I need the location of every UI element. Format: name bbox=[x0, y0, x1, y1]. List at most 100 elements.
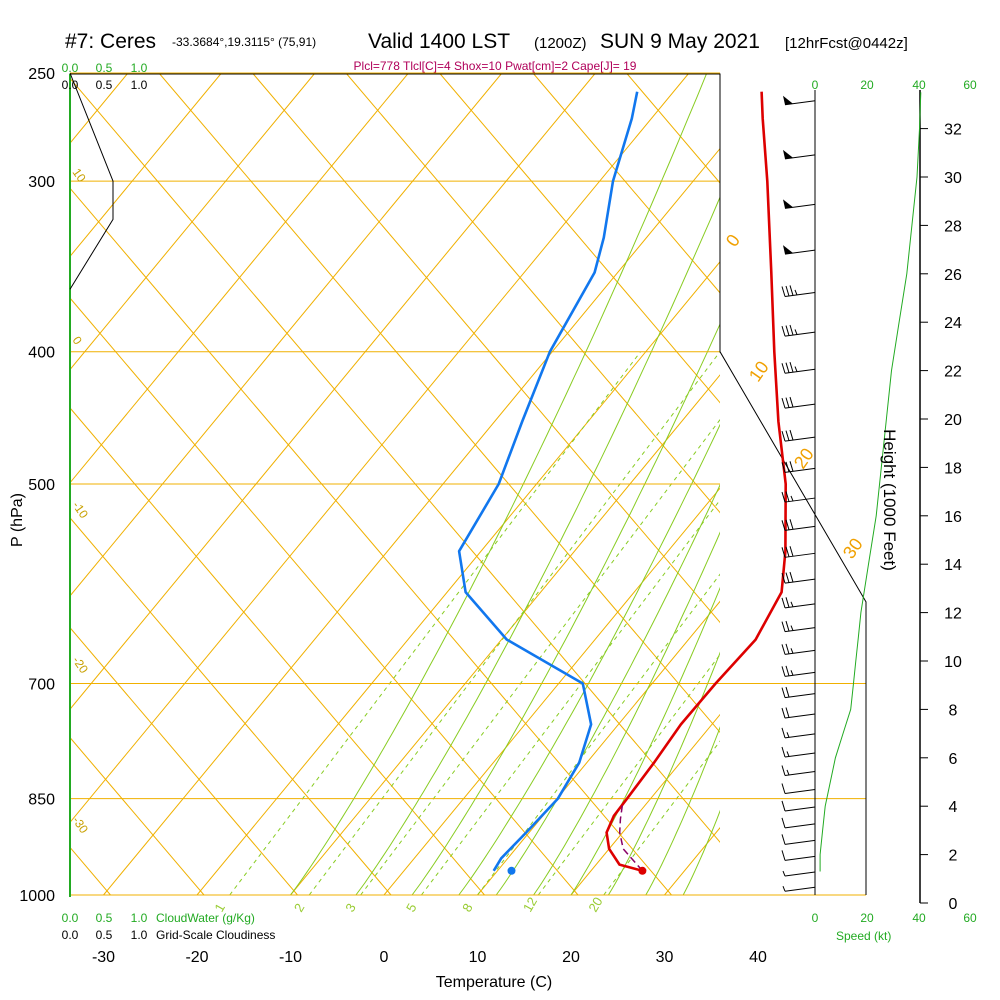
moist-adiabat bbox=[570, 586, 720, 896]
wind-barbs bbox=[781, 95, 816, 892]
barb-staff bbox=[784, 368, 816, 374]
isotherm-label: 10 bbox=[745, 357, 773, 385]
barb-flag bbox=[789, 324, 794, 336]
barb-flag bbox=[781, 286, 786, 297]
barb-flag bbox=[781, 834, 786, 845]
barb-pennant bbox=[783, 95, 793, 105]
station-title: #7: Ceres bbox=[65, 30, 156, 53]
speed-tick-label-bottom: 40 bbox=[912, 911, 926, 925]
barb-staff bbox=[784, 292, 816, 297]
adiabat-line bbox=[70, 736, 205, 896]
barb-flag bbox=[789, 571, 794, 583]
wind-barb bbox=[783, 245, 816, 255]
pressure-tick-label: 300 bbox=[28, 174, 55, 191]
mixing-ratio-line bbox=[360, 418, 720, 896]
isotherm-line bbox=[383, 487, 720, 896]
speed-tick-label-top: 0 bbox=[812, 78, 819, 92]
barb-half-flag bbox=[790, 625, 794, 631]
dry-adiabat-label: -10 bbox=[70, 499, 92, 522]
temperature-tick-label: 20 bbox=[562, 949, 580, 966]
pressure-axis-title: P (hPa) bbox=[9, 493, 26, 547]
adiabat-line bbox=[908, 74, 1000, 895]
barb-flag bbox=[785, 397, 790, 408]
height-tick-label: 28 bbox=[944, 218, 962, 235]
cloudiness-tick-bottom: 0.5 bbox=[96, 928, 113, 942]
height-tick-label: 6 bbox=[949, 751, 958, 768]
moist-adiabat bbox=[607, 651, 720, 896]
barb-flag bbox=[781, 783, 786, 794]
wind-barb bbox=[781, 429, 816, 442]
wind-barb bbox=[781, 396, 816, 409]
barb-flag bbox=[789, 396, 794, 408]
wind-barb bbox=[781, 850, 816, 861]
barb-flag bbox=[781, 430, 786, 442]
wind-barb bbox=[781, 783, 816, 794]
barb-flag bbox=[785, 285, 790, 297]
barb-flag bbox=[781, 850, 786, 861]
barb-staff bbox=[784, 403, 816, 409]
station-coords: -33.3684°,19.3115° (75,91) bbox=[172, 35, 316, 49]
barb-flag bbox=[781, 707, 786, 719]
barb-flag bbox=[785, 519, 790, 530]
height-tick-label: 16 bbox=[944, 509, 962, 526]
speed-tick-label-bottom: 60 bbox=[963, 911, 977, 925]
cloudiness-tick-bottom: 0.0 bbox=[62, 928, 79, 942]
wind-barb bbox=[781, 727, 816, 739]
barb-staff bbox=[784, 578, 816, 584]
barb-staff bbox=[784, 603, 816, 609]
barb-half-flag bbox=[794, 329, 798, 335]
moist-adiabat bbox=[290, 74, 707, 896]
adiabat-line bbox=[70, 626, 298, 896]
speed-tick-label-bottom: 0 bbox=[812, 911, 819, 925]
wind-barb bbox=[781, 597, 816, 609]
barb-flag bbox=[789, 362, 794, 373]
temperature-axis-title: Temperature (C) bbox=[436, 974, 552, 991]
wind-barb bbox=[781, 491, 816, 503]
barb-staff bbox=[784, 733, 816, 739]
moist-adiabat bbox=[682, 809, 720, 896]
moist-adiabat bbox=[411, 322, 720, 896]
cloudwater-tick-bottom: 0.5 bbox=[96, 911, 113, 925]
height-tick-label: 32 bbox=[944, 122, 962, 139]
barb-staff bbox=[784, 467, 816, 473]
speed-tick-label-top: 40 bbox=[912, 78, 926, 92]
wind-barb bbox=[781, 834, 816, 845]
barb-flag bbox=[781, 491, 786, 503]
adiabat-line bbox=[533, 74, 720, 294]
barb-flag bbox=[781, 572, 786, 584]
barb-flag bbox=[781, 462, 786, 473]
barb-flag bbox=[781, 817, 786, 829]
height-tick-label: 10 bbox=[944, 654, 962, 671]
wind-barb bbox=[781, 546, 816, 558]
barb-staff bbox=[784, 855, 816, 861]
barb-flag bbox=[785, 362, 790, 373]
mixing-ratio-line bbox=[421, 499, 720, 896]
barb-flag bbox=[789, 546, 794, 557]
isotherm-line bbox=[945, 74, 1000, 895]
moist-adiabat bbox=[533, 531, 720, 896]
adiabat-line bbox=[439, 74, 720, 404]
barb-staff bbox=[784, 525, 816, 531]
cloudiness-profile bbox=[69, 72, 114, 290]
wind-barb bbox=[781, 461, 816, 473]
isotherm-line bbox=[70, 74, 222, 258]
barb-half-flag bbox=[786, 751, 790, 757]
wind-barb bbox=[781, 620, 816, 633]
height-tick-label: 26 bbox=[944, 267, 962, 284]
barb-half-flag bbox=[790, 670, 794, 676]
moist-adiabat bbox=[458, 423, 720, 896]
height-tick-label: 8 bbox=[949, 702, 958, 719]
sounding-lines bbox=[457, 91, 787, 875]
pressure-tick-label: 400 bbox=[28, 345, 55, 362]
forecast-date: SUN 9 May 2021 bbox=[600, 30, 760, 53]
barb-flag bbox=[789, 285, 794, 296]
barb-flag bbox=[785, 597, 790, 608]
mixing-ratio-label: 2 bbox=[291, 901, 308, 915]
height-tick-label: 2 bbox=[949, 848, 958, 865]
barb-pennant bbox=[783, 199, 793, 209]
cloudwater-tick-bottom: 0.0 bbox=[62, 911, 79, 925]
barb-staff bbox=[784, 100, 816, 106]
barb-flag bbox=[789, 429, 794, 441]
surface-dewpoint-point bbox=[507, 866, 516, 875]
